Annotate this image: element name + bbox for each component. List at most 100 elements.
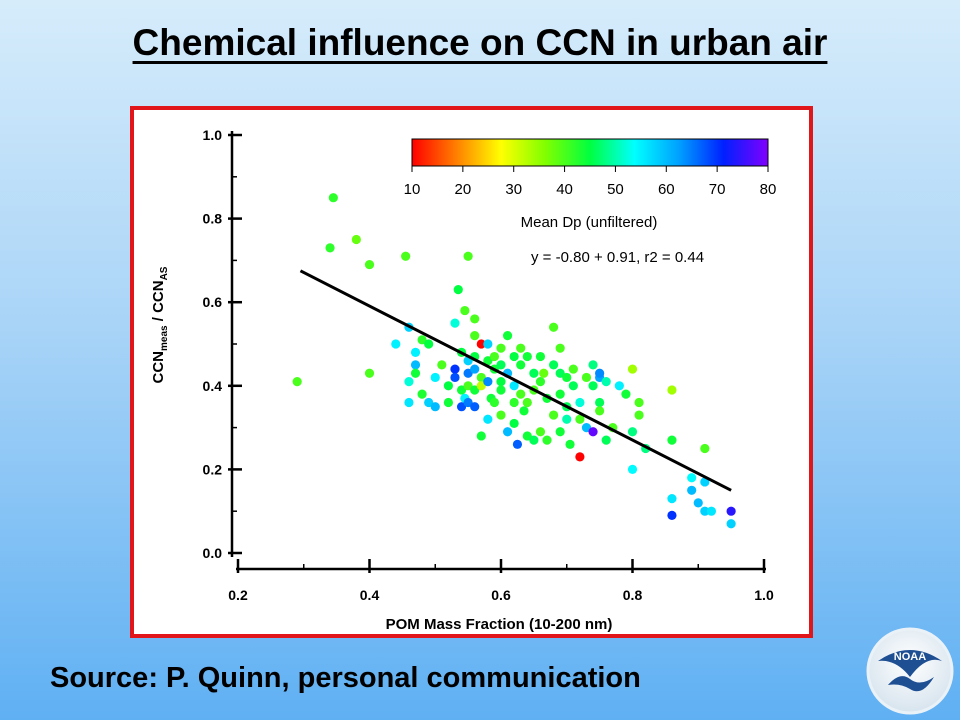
data-point [364, 368, 375, 378]
data-point [706, 506, 717, 516]
data-point [627, 464, 638, 474]
data-point [496, 360, 506, 370]
data-point [522, 431, 532, 441]
data-point [476, 339, 486, 349]
data-point [453, 285, 463, 295]
data-point [463, 368, 473, 378]
data-point [539, 368, 549, 378]
data-point [401, 251, 411, 261]
data-point [516, 360, 526, 370]
data-point [555, 343, 565, 353]
data-point [687, 485, 697, 495]
noaa-logo: NOAA [866, 627, 954, 715]
data-point [535, 427, 546, 437]
data-point [542, 435, 552, 445]
data-point [364, 259, 375, 270]
data-point [575, 397, 585, 408]
data-point [535, 351, 546, 362]
data-point [568, 364, 578, 374]
data-point [476, 431, 486, 441]
data-point [601, 377, 611, 387]
y-tick-label: 0.4 [203, 378, 223, 394]
data-points [292, 193, 736, 529]
data-point [443, 381, 453, 391]
data-point [595, 397, 605, 408]
data-point [328, 193, 338, 203]
data-point [496, 385, 506, 395]
data-point [588, 427, 598, 437]
data-point [483, 414, 493, 424]
data-point [483, 377, 493, 387]
y-tick-label: 0.8 [203, 211, 223, 227]
data-point [535, 377, 546, 387]
colorbar-label: Mean Dp (unfiltered) [521, 214, 658, 231]
data-point [417, 335, 427, 345]
data-point [509, 418, 519, 429]
data-point [565, 439, 575, 449]
data-point [410, 368, 421, 378]
data-point [595, 368, 605, 378]
data-point [470, 364, 480, 374]
data-point [667, 510, 677, 520]
data-point [496, 343, 506, 353]
data-point [588, 360, 598, 370]
y-tick-label: 0.2 [203, 461, 223, 477]
data-point [549, 410, 559, 420]
data-point [450, 364, 460, 374]
data-point [463, 397, 473, 408]
y-axis-label: CCNmeas / CCNAS [150, 266, 170, 383]
data-point [627, 427, 638, 437]
data-point [502, 331, 513, 341]
data-point [700, 443, 710, 454]
data-point [443, 397, 453, 408]
data-point [509, 381, 519, 391]
data-point [519, 406, 529, 416]
data-point [430, 402, 440, 412]
colorbar-tick-label: 10 [404, 181, 421, 198]
data-point [509, 397, 519, 408]
data-point [512, 439, 523, 449]
data-point [555, 389, 565, 399]
data-point [470, 314, 480, 324]
data-point [463, 251, 473, 261]
data-point [424, 397, 434, 408]
x-tick-label: 0.2 [228, 587, 248, 603]
fit-equation-label: y = -0.80 + 0.91, r2 = 0.44 [531, 249, 704, 266]
fit-line-group [299, 269, 732, 492]
data-point [424, 339, 434, 349]
chart-frame: 0.0 0.2 0.4 0.6 0.8 1.0 0.2 0.4 0.6 0.8 1.0 10 20 30… [130, 106, 813, 638]
data-point [502, 427, 513, 437]
data-point [470, 402, 480, 412]
x-tick-label: 0.8 [623, 587, 643, 603]
data-point [476, 381, 486, 391]
data-point [581, 423, 592, 433]
data-point [555, 427, 565, 437]
colorbar-tick-label: 60 [658, 181, 675, 198]
y-tick-label: 1.0 [203, 127, 223, 143]
data-point [483, 339, 493, 349]
x-tick-label: 0.4 [360, 587, 380, 603]
data-point [693, 498, 703, 508]
y-tick-label: 0.0 [203, 545, 223, 561]
data-point [470, 385, 480, 395]
data-point [634, 410, 644, 420]
data-point [726, 506, 736, 516]
data-point [456, 402, 467, 412]
data-point [726, 519, 736, 529]
colorbar-gradient [411, 138, 769, 167]
data-point [595, 406, 605, 416]
colorbar-tick-label: 40 [556, 181, 573, 198]
data-point [450, 318, 460, 328]
data-point [575, 414, 585, 424]
colorbar-tick-label: 80 [760, 181, 777, 198]
data-point [516, 389, 526, 399]
data-point [351, 234, 361, 245]
colorbar-tick-label: 20 [455, 181, 472, 198]
axes: 0.0 0.2 0.4 0.6 0.8 1.0 0.2 0.4 0.6 0.8 1.0 [203, 127, 774, 603]
data-point [700, 506, 710, 516]
fit-line [299, 269, 732, 492]
data-point [634, 397, 644, 408]
data-point [568, 381, 578, 391]
x-tick-label: 1.0 [754, 587, 774, 603]
data-point [588, 381, 598, 391]
